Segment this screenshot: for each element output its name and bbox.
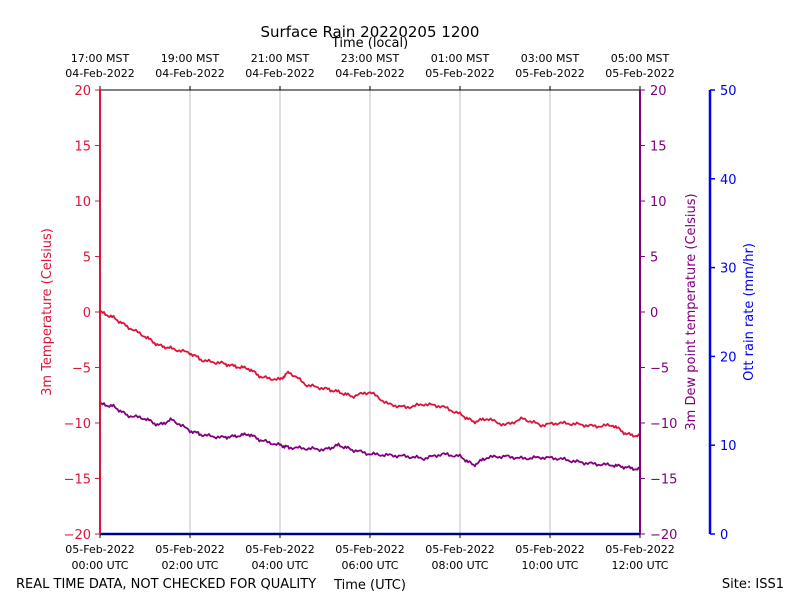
rain-tick-label: 10: [720, 439, 737, 454]
top-tick-label-date: 05-Feb-2022: [605, 67, 674, 80]
x-tick-label-time: 02:00 UTC: [161, 559, 218, 572]
x-tick-label-time: 06:00 UTC: [341, 559, 398, 572]
x-tick-label-time: 00:00 UTC: [71, 559, 128, 572]
top-tick-label-time: 05:00 MST: [611, 52, 670, 65]
dewpoint-tick-label: 20: [650, 84, 667, 99]
top-axis-label: Time (local): [331, 36, 408, 51]
x-tick-label-date: 05-Feb-2022: [155, 543, 224, 556]
temperature-tick-label: −15: [64, 473, 91, 488]
x-tick-label-time: 12:00 UTC: [611, 559, 668, 572]
dewpoint-line: [99, 402, 641, 471]
footer-site: Site: ISS1: [722, 577, 784, 592]
temperature-tick-label: 10: [74, 195, 91, 210]
dewpoint-tick-label: −5: [650, 362, 669, 377]
x-tick-label-time: 08:00 UTC: [431, 559, 488, 572]
temperature-line: [99, 310, 641, 438]
temperature-tick-label: −5: [72, 362, 91, 377]
rain-tick-label: 50: [720, 84, 737, 99]
dewpoint-tick-label: 15: [650, 140, 667, 155]
dewpoint-tick-label: −15: [650, 473, 677, 488]
footer-quality-note: REAL TIME DATA, NOT CHECKED FOR QUALITY: [16, 577, 316, 592]
x-tick-label-date: 05-Feb-2022: [65, 543, 134, 556]
top-tick-label-time: 01:00 MST: [431, 52, 490, 65]
rain-tick-label: 30: [720, 262, 737, 277]
x-tick-label-date: 05-Feb-2022: [515, 543, 584, 556]
axes-layer: [99, 89, 712, 535]
x-tick-label-time: 10:00 UTC: [521, 559, 578, 572]
top-tick-label-date: 04-Feb-2022: [65, 67, 134, 80]
x-axis-label: Time (UTC): [333, 578, 406, 593]
top-tick-label-date: 05-Feb-2022: [515, 67, 584, 80]
dewpoint-tick-label: −20: [650, 528, 677, 543]
chart-title: Surface Rain 20220205 1200: [261, 23, 480, 41]
top-tick-label-time: 23:00 MST: [341, 52, 400, 65]
ticks-layer: 05-Feb-2022 00:00 UTC 17:00 MST 04-Feb-2022…: [64, 52, 737, 572]
top-tick-label-time: 21:00 MST: [251, 52, 310, 65]
temperature-tick-label: 0: [83, 306, 91, 321]
dewpoint-tick-label: 5: [650, 251, 658, 266]
temperature-tick-label: −10: [64, 417, 91, 432]
top-tick-label-date: 05-Feb-2022: [425, 67, 494, 80]
temperature-tick-label: 5: [83, 251, 91, 266]
top-tick-label-time: 19:00 MST: [161, 52, 220, 65]
x-tick-label-date: 05-Feb-2022: [425, 543, 494, 556]
top-tick-label-time: 17:00 MST: [71, 52, 130, 65]
temperature-axis-label: 3m Temperature (Celsius): [40, 228, 55, 396]
top-tick-label-time: 03:00 MST: [521, 52, 580, 65]
x-tick-label-date: 05-Feb-2022: [335, 543, 404, 556]
dewpoint-axis-label: 3m Dew point temperature (Celsius): [684, 193, 699, 430]
rain-tick-label: 0: [720, 528, 728, 543]
temperature-tick-label: −20: [64, 528, 91, 543]
x-tick-label-date: 05-Feb-2022: [245, 543, 314, 556]
top-tick-label-date: 04-Feb-2022: [335, 67, 404, 80]
grid-layer: [189, 90, 551, 534]
x-tick-label-time: 04:00 UTC: [251, 559, 308, 572]
temperature-tick-label: 15: [74, 140, 91, 155]
x-tick-label-date: 05-Feb-2022: [605, 543, 674, 556]
rain-tick-label: 40: [720, 173, 737, 188]
top-tick-label-date: 04-Feb-2022: [245, 67, 314, 80]
rain-tick-label: 20: [720, 350, 737, 365]
top-tick-label-date: 04-Feb-2022: [155, 67, 224, 80]
dewpoint-tick-label: 0: [650, 306, 658, 321]
dewpoint-tick-label: 10: [650, 195, 667, 210]
rain-axis-label: Ott rain rate (mm/hr): [742, 243, 757, 381]
dewpoint-tick-label: −10: [650, 417, 677, 432]
temperature-tick-label: 20: [74, 84, 91, 99]
